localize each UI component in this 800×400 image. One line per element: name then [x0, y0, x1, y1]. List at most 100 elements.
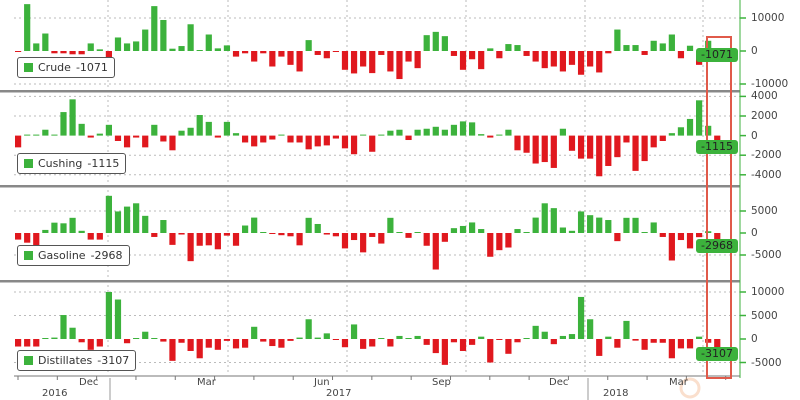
bar-distillates — [323, 333, 330, 339]
last-value-tag: -3107 — [696, 346, 738, 361]
bar-distillates — [478, 336, 485, 339]
bar-crude — [469, 51, 476, 60]
bar-crude — [550, 51, 557, 67]
legend-value: -2968 — [90, 249, 123, 262]
bar-distillates — [314, 337, 321, 339]
legend-swatch — [24, 159, 33, 168]
bar-gasoline — [668, 233, 675, 261]
bar-crude — [577, 51, 585, 75]
bar-gasoline — [505, 233, 512, 248]
legend-cushing: Cushing -1115 — [17, 153, 127, 174]
legend-crude: Crude -1071 — [17, 57, 115, 78]
bar-cushing — [60, 112, 67, 136]
bar-crude — [632, 45, 639, 51]
bar-gasoline — [205, 233, 212, 246]
bar-distillates — [596, 339, 603, 356]
bar-cushing — [214, 135, 221, 138]
bar-cushing — [469, 122, 476, 136]
bar-crude — [423, 35, 430, 51]
bar-gasoline — [550, 208, 557, 233]
bar-cushing — [78, 123, 85, 136]
bar-cushing — [432, 126, 439, 136]
bar-distillates — [605, 336, 612, 339]
bar-cushing — [532, 135, 539, 164]
bar-cushing — [169, 135, 176, 151]
bar-gasoline — [42, 229, 49, 233]
bar-distillates — [296, 337, 303, 339]
bar-cushing — [587, 135, 594, 159]
legend-swatch — [24, 356, 33, 365]
bar-distillates — [441, 339, 448, 365]
bar-distillates — [568, 334, 576, 339]
bar-cushing — [296, 135, 303, 143]
y-tick-label: -4000 — [751, 168, 782, 181]
bar-distillates — [251, 326, 258, 339]
bar-distillates — [414, 335, 421, 339]
bar-cushing — [641, 135, 648, 162]
bar-crude — [387, 51, 394, 72]
bar-gasoline — [105, 195, 112, 233]
bar-gasoline — [696, 233, 703, 238]
bar-cushing — [650, 135, 657, 148]
bar-crude — [78, 51, 85, 55]
bar-distillates — [668, 339, 675, 359]
bar-crude — [459, 51, 467, 70]
bar-crude — [705, 40, 712, 51]
bar-crude — [659, 43, 666, 51]
bar-crude — [532, 51, 539, 62]
bar-gasoline — [196, 233, 203, 246]
x-year-label: 2018 — [603, 388, 629, 399]
bar-cushing — [550, 135, 557, 168]
bar-crude — [360, 51, 367, 67]
bar-distillates — [169, 339, 176, 361]
bar-distillates — [205, 339, 212, 348]
bar-gasoline — [414, 232, 421, 233]
bar-gasoline — [24, 233, 31, 243]
bar-gasoline — [133, 203, 140, 233]
bar-gasoline — [432, 233, 439, 270]
bar-cushing — [378, 134, 385, 136]
bar-crude — [178, 46, 185, 51]
bar-cushing — [187, 127, 194, 136]
bar-gasoline — [269, 233, 276, 234]
bar-crude — [114, 37, 122, 51]
last-value-tag: -2968 — [696, 239, 738, 254]
bar-gasoline — [242, 225, 249, 233]
bar-cushing — [96, 133, 103, 136]
bar-crude — [496, 51, 503, 59]
bar-cushing — [196, 115, 203, 136]
bar-crude — [559, 51, 566, 72]
bar-crude — [369, 51, 376, 74]
bar-cushing — [405, 135, 412, 141]
bar-gasoline — [69, 217, 76, 233]
bar-distillates — [496, 339, 503, 340]
bar-cushing — [123, 135, 131, 148]
bar-distillates — [405, 338, 412, 339]
y-tick-label: 0 — [751, 45, 758, 57]
bar-gasoline — [251, 217, 258, 233]
panel-separator — [0, 90, 740, 93]
bar-gasoline — [496, 233, 503, 251]
y-tick-label: 0 — [751, 333, 758, 345]
x-month-label: Jun — [314, 377, 330, 388]
bar-crude — [87, 43, 94, 51]
y-tick-label: -2000 — [751, 149, 782, 162]
bar-gasoline — [523, 232, 530, 233]
bar-distillates — [214, 339, 221, 350]
bar-gasoline — [123, 206, 131, 233]
bar-distillates — [450, 339, 458, 343]
bar-cushing — [350, 135, 358, 155]
bar-distillates — [378, 338, 385, 339]
bar-distillates — [396, 335, 403, 339]
bar-gasoline — [577, 211, 585, 233]
bar-crude — [232, 51, 240, 57]
bar-gasoline — [296, 233, 303, 246]
bar-gasoline — [423, 233, 430, 246]
bar-distillates — [196, 339, 203, 359]
bar-distillates — [623, 320, 630, 339]
bar-crude — [24, 4, 31, 52]
bar-gasoline — [60, 223, 67, 233]
last-value-tag: -1071 — [696, 47, 738, 62]
legend-value: -3107 — [97, 354, 130, 367]
y-tick-label: -10000 — [751, 78, 789, 90]
